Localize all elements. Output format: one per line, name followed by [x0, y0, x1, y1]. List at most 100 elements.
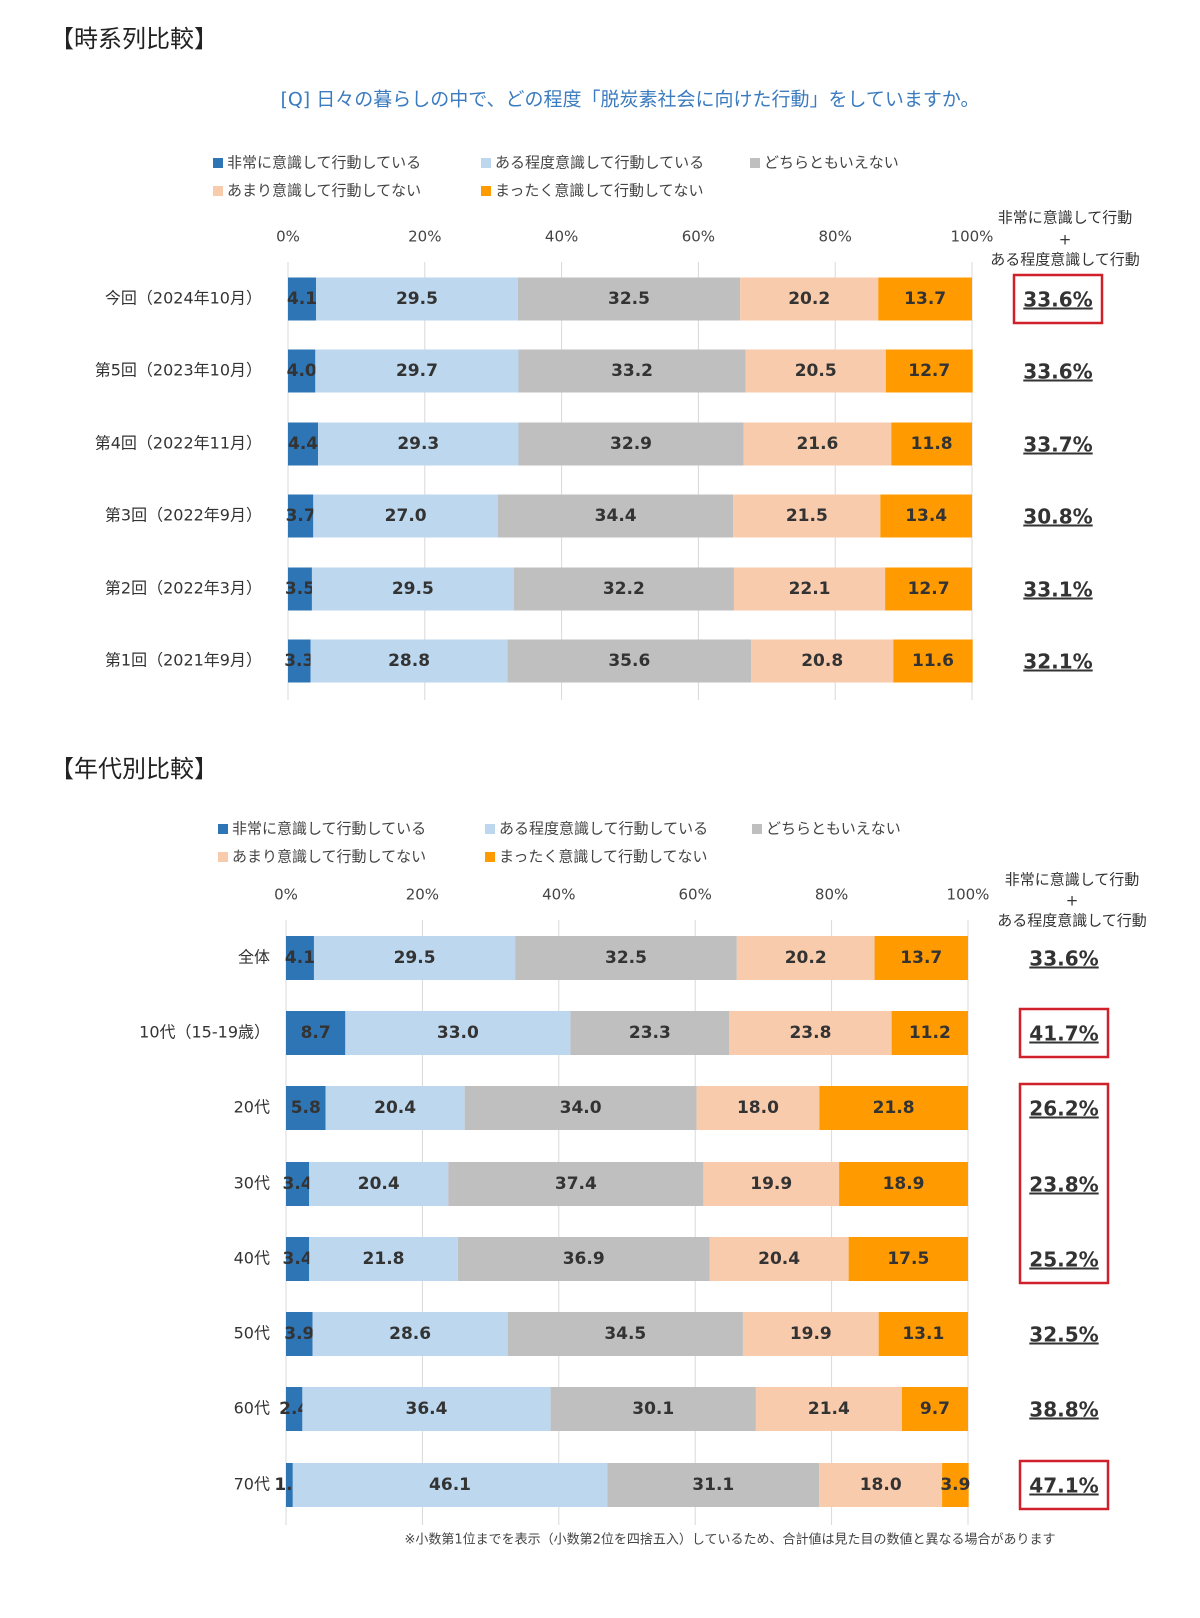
bar-segment [507, 1312, 743, 1356]
bar-segment [696, 1086, 820, 1130]
bar-segment [286, 1162, 310, 1206]
total-label: 47.1% [1029, 1474, 1098, 1498]
value-label: 21.8 [363, 1249, 405, 1269]
value-label: 2.4 [279, 1399, 309, 1419]
bar-segment [286, 1237, 310, 1281]
bar-segment [325, 1086, 465, 1130]
bar-segment [286, 1463, 293, 1507]
category-label: 第3回（2022年9月） [105, 506, 262, 525]
value-label: 11.2 [909, 1023, 951, 1043]
bar-segment [288, 277, 317, 321]
category-label: 70代 [234, 1475, 270, 1494]
x-tick-label: 20% [406, 886, 439, 904]
bar-segment [309, 1237, 458, 1281]
total-label: 33.6% [1029, 947, 1098, 971]
value-label: 21.8 [873, 1098, 915, 1118]
total-label: 33.6% [1023, 288, 1092, 312]
value-label: 13.7 [900, 948, 942, 968]
highlight-box [1012, 273, 1104, 325]
bar-segment [464, 1086, 697, 1130]
value-label: 3.3 [284, 651, 314, 671]
highlight-box [1018, 1007, 1110, 1059]
bar-segment [312, 1312, 508, 1356]
bar-segment [315, 349, 519, 393]
value-label: 4.4 [288, 434, 318, 454]
total-label: 33.1% [1023, 578, 1092, 602]
legend-swatch [750, 158, 760, 168]
x-tick-label: 40% [545, 228, 578, 246]
total-label: 41.7% [1029, 1022, 1098, 1046]
legend-swatch [481, 158, 491, 168]
value-label: 35.6 [608, 651, 650, 671]
value-label: 20.4 [758, 1249, 800, 1269]
value-label: 12.7 [908, 579, 950, 599]
bar-segment [880, 494, 972, 538]
value-label: 13.7 [904, 289, 946, 309]
legend-label: ある程度意識して行動している [495, 154, 704, 172]
bar-segment [891, 1011, 968, 1055]
value-label: 34.4 [595, 506, 637, 526]
chart-subtitle: [Q] 日々の暮らしの中で、どの程度「脱炭素社会に向けた行動」をしていますか。 [280, 89, 979, 111]
bar-segment [709, 1237, 849, 1281]
totals-header: ある程度意識して行動 [990, 251, 1140, 269]
category-label: 第4回（2022年11月） [95, 434, 262, 453]
bar-segment [743, 422, 892, 466]
value-label: 29.5 [396, 289, 438, 309]
bar-segment [497, 494, 734, 538]
x-tick-label: 20% [408, 228, 441, 246]
bar-segment [515, 936, 737, 980]
bar-segment [302, 1387, 551, 1431]
legend-swatch [485, 824, 495, 834]
bar-segment [513, 567, 734, 611]
value-label: 11.8 [911, 434, 953, 454]
value-label: 3.9 [940, 1475, 970, 1495]
value-label: 23.3 [629, 1023, 671, 1043]
bar-segment [745, 349, 886, 393]
bar-segment [733, 567, 886, 611]
value-label: 20.4 [374, 1098, 416, 1118]
legend-label: あまり意識して行動してない [227, 182, 421, 200]
value-label: 23.8 [789, 1023, 831, 1043]
value-label: 34.0 [560, 1098, 602, 1118]
total-label: 23.8% [1029, 1173, 1098, 1197]
total-label: 26.2% [1029, 1097, 1098, 1121]
bar-segment [733, 494, 881, 538]
bar-segment [878, 277, 972, 321]
bar-segment [901, 1387, 968, 1431]
category-label: 50代 [234, 1324, 270, 1343]
highlight-box [1018, 1459, 1110, 1511]
total-label: 32.5% [1029, 1323, 1098, 1347]
chart-title: 【時系列比較】 [50, 25, 218, 53]
bar-segment [311, 567, 514, 611]
bar-segment [288, 349, 316, 393]
bar-segment [316, 277, 518, 321]
bar-segment [736, 936, 875, 980]
legend-swatch [213, 186, 223, 196]
value-label: 3.9 [284, 1324, 314, 1344]
value-label: 20.8 [801, 651, 843, 671]
value-label: 32.2 [603, 579, 645, 599]
bar-segment [885, 349, 973, 393]
value-label: 18.0 [860, 1475, 902, 1495]
bar-segment [288, 567, 312, 611]
value-label: 4.1 [287, 289, 317, 309]
value-label: 46.1 [429, 1475, 471, 1495]
value-label: 29.3 [397, 434, 439, 454]
bar-segment [286, 1387, 303, 1431]
value-label: 34.5 [604, 1324, 646, 1344]
x-tick-label: 60% [682, 228, 715, 246]
bar-segment [507, 639, 752, 683]
value-label: 13.4 [905, 506, 947, 526]
x-tick-label: 100% [947, 886, 990, 904]
value-label: 17.5 [887, 1249, 929, 1269]
value-label: 3.4 [283, 1174, 313, 1194]
totals-header: ある程度意識して行動 [997, 912, 1147, 930]
category-label: 全体 [238, 948, 270, 967]
value-label: 28.6 [389, 1324, 431, 1344]
bar-segment [607, 1463, 820, 1507]
legend-label: まったく意識して行動してない [495, 182, 704, 200]
bar-segment [751, 639, 894, 683]
bar-segment [848, 1237, 968, 1281]
value-label: 29.7 [396, 361, 438, 381]
